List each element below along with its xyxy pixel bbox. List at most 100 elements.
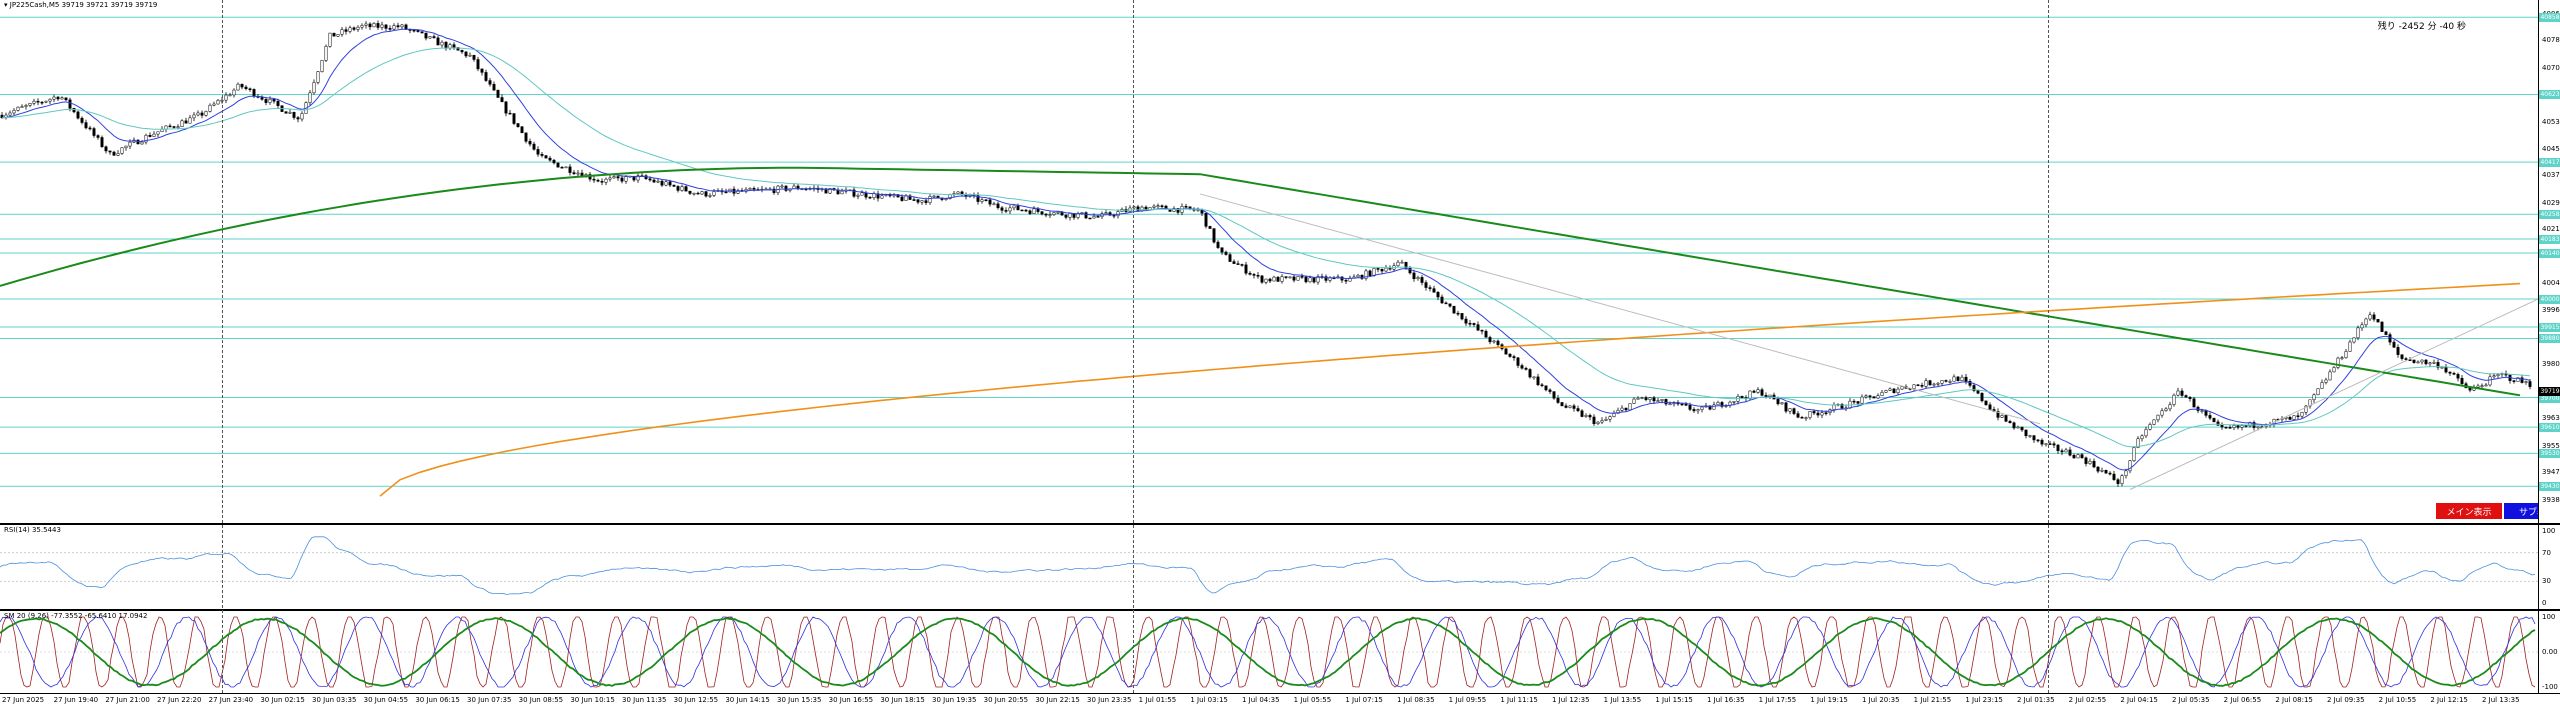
candle-body xyxy=(1376,268,1380,270)
long-moving-average-line xyxy=(0,166,2521,397)
candle-body xyxy=(1440,296,1444,304)
panel-separator[interactable] xyxy=(0,523,2560,525)
candle-body xyxy=(2084,457,2088,464)
candle-body xyxy=(1980,393,1984,402)
candle-body xyxy=(1716,402,1720,406)
candle-body xyxy=(2092,460,2096,468)
candle-body xyxy=(1276,276,1280,282)
time-tick-label: 30 Jun 12:55 xyxy=(673,696,719,704)
time-tick-label: 1 Jul 07:15 xyxy=(1345,696,1383,704)
candle-body xyxy=(456,47,460,51)
candle-body xyxy=(1504,348,1508,355)
candle-body xyxy=(416,30,420,32)
candle-body xyxy=(1800,417,1804,419)
candle-body xyxy=(2368,314,2372,320)
candle-body xyxy=(1272,276,1276,282)
rsi-panel[interactable]: RSI(14) 35.5443 100 70 30 0 xyxy=(0,525,2560,609)
candle-body xyxy=(956,191,960,194)
candle-body xyxy=(236,83,240,91)
candle-body xyxy=(228,94,232,97)
candle-body xyxy=(224,94,228,101)
candle-body xyxy=(2440,366,2444,369)
time-tick-label: 2 Jul 01:35 xyxy=(2017,696,2055,704)
candle-body xyxy=(2432,362,2436,364)
panel-separator[interactable] xyxy=(0,609,2560,611)
level-price-tag: 39430 xyxy=(2539,482,2560,492)
candle-body xyxy=(208,104,212,112)
rsi-plot-area[interactable]: RSI(14) 35.5443 xyxy=(0,525,2538,609)
candle-body xyxy=(1220,247,1224,253)
candle-body xyxy=(704,191,708,197)
candle-body xyxy=(1656,400,1660,402)
candle-body xyxy=(564,166,568,169)
stochastic-fast-line xyxy=(0,616,2536,688)
day-separator-line xyxy=(2048,0,2049,693)
candle-body xyxy=(1468,323,1472,325)
price-tick-label: 40788 xyxy=(2542,36,2560,45)
candle-body xyxy=(244,86,248,89)
candle-body xyxy=(372,23,376,28)
candle-body xyxy=(148,134,152,137)
stochastic-plot-area[interactable]: SM 20 (9,26) -77.3552 -65.6410 17.0942 xyxy=(0,611,2538,693)
main-panel-title: ▾ JP225Cash,M5 39719 39721 39719 39719 xyxy=(4,1,157,10)
candle-body xyxy=(1956,376,1960,381)
level-price-tag: 40000 xyxy=(2539,295,2560,305)
candle-body xyxy=(1208,226,1212,229)
candle-body xyxy=(480,68,484,73)
candle-body xyxy=(2520,377,2524,383)
candle-body xyxy=(1648,397,1652,400)
candle-body xyxy=(1584,415,1588,417)
dropdown-triangle-icon[interactable]: ▾ xyxy=(4,1,8,9)
candle-body xyxy=(556,162,560,168)
candle-body xyxy=(976,195,980,202)
candle-body xyxy=(1408,267,1412,274)
candle-body xyxy=(1008,207,1012,212)
stochastic-scale[interactable]: 100 0.00 -100 xyxy=(2538,611,2560,693)
candle-body xyxy=(2232,425,2236,428)
candle-body xyxy=(2496,374,2500,376)
candle-body xyxy=(1588,415,1592,418)
candle-body xyxy=(1696,409,1700,412)
candle-body xyxy=(684,186,688,192)
candle-body xyxy=(1096,216,1100,218)
candle-body xyxy=(2156,414,2160,421)
stochastic-chart-svg xyxy=(0,616,2538,688)
candle-body xyxy=(656,180,660,183)
rsi-panel-title: RSI(14) 35.5443 xyxy=(4,526,61,534)
candle-body xyxy=(136,139,140,145)
main-chart-panel[interactable]: ▾ JP225Cash,M5 39719 39721 39719 39719 残… xyxy=(0,0,2560,523)
candle-body xyxy=(1788,408,1792,412)
time-tick-label: 30 Jun 19:35 xyxy=(932,696,977,704)
level-price-tag: 39880 xyxy=(2539,334,2560,344)
candle-body xyxy=(1816,412,1820,416)
candle-body xyxy=(2424,359,2428,365)
candle-body xyxy=(916,199,920,203)
candle-body xyxy=(452,44,456,48)
rsi-tick-label: 70 xyxy=(2542,548,2551,557)
candle-body xyxy=(1892,388,1896,394)
candle-body xyxy=(2136,438,2140,448)
rsi-scale[interactable]: 100 70 30 0 xyxy=(2538,525,2560,609)
stochastic-panel[interactable]: SM 20 (9,26) -77.3552 -65.6410 17.0942 1… xyxy=(0,611,2560,693)
candle-body xyxy=(1000,207,1004,211)
candle-body xyxy=(1356,274,1360,278)
candle-body xyxy=(824,188,828,194)
candle-body xyxy=(984,199,988,202)
candle-body xyxy=(620,177,624,182)
candle-body xyxy=(2460,377,2464,384)
candle-body xyxy=(376,23,380,28)
main-plot-area[interactable]: ▾ JP225Cash,M5 39719 39721 39719 39719 残… xyxy=(0,0,2560,523)
time-axis[interactable]: 27 Jun 2025 27 Jun 19:40 27 Jun 21:00 27 Ju… xyxy=(0,693,2560,706)
price-scale[interactable]: 4086840788407034062340538404584037840293… xyxy=(2538,0,2560,523)
candle-body xyxy=(316,71,320,83)
candle-body xyxy=(636,175,640,181)
time-tick-label: 2 Jul 06:55 xyxy=(2223,696,2262,704)
candle-body xyxy=(1856,401,1860,404)
time-tick-label: 30 Jun 16:55 xyxy=(828,696,874,704)
main-view-button[interactable]: メイン表示 xyxy=(2436,503,2502,519)
candle-body xyxy=(2328,371,2332,381)
candle-body xyxy=(912,199,916,201)
candle-body xyxy=(1064,214,1068,218)
candle-body xyxy=(548,157,552,161)
candle-body xyxy=(2488,376,2492,386)
